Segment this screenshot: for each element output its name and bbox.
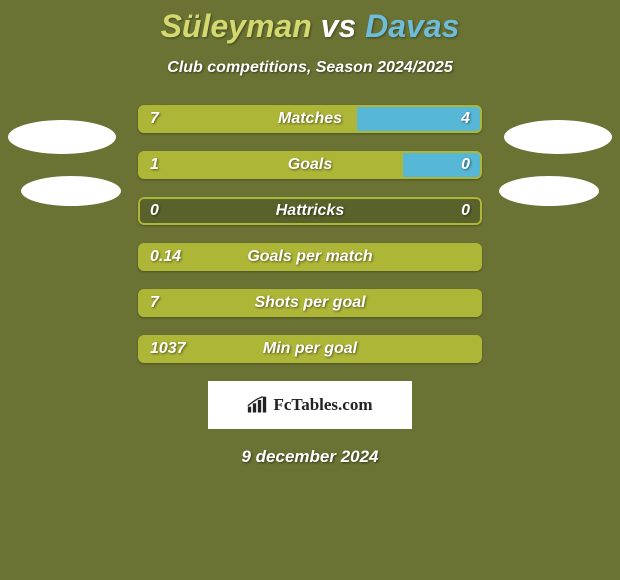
stat-label: Goals per match [138,243,482,271]
stat-value-right: 0 [461,197,470,225]
stat-label: Hattricks [138,197,482,225]
comparison-card: Süleyman vs Davas Club competitions, Sea… [0,0,620,580]
logo-box: FcTables.com [208,381,412,429]
stat-label: Min per goal [138,335,482,363]
stat-value-right: 4 [461,105,470,133]
page-title: Süleyman vs Davas [0,8,620,45]
player-right-name: Davas [365,8,459,44]
date-text: 9 december 2024 [0,447,620,467]
stat-label: Shots per goal [138,289,482,317]
avatar-right-player [504,120,612,154]
avatar-right-club [499,176,599,206]
title-vs: vs [321,8,357,44]
player-left-name: Süleyman [161,8,312,44]
stat-row: 7Shots per goal [138,289,482,317]
logo-text: FcTables.com [273,395,372,415]
chart-icon [247,396,267,414]
stats-list: 7Matches41Goals00Hattricks00.14Goals per… [138,105,482,363]
stat-label: Goals [138,151,482,179]
avatar-left-player [8,120,116,154]
stat-row: 1Goals0 [138,151,482,179]
avatar-left-club [21,176,121,206]
subtitle: Club competitions, Season 2024/2025 [0,59,620,77]
stat-row: 7Matches4 [138,105,482,133]
stat-label: Matches [138,105,482,133]
stat-row: 1037Min per goal [138,335,482,363]
stat-row: 0.14Goals per match [138,243,482,271]
stat-row: 0Hattricks0 [138,197,482,225]
stat-value-right: 0 [461,151,470,179]
